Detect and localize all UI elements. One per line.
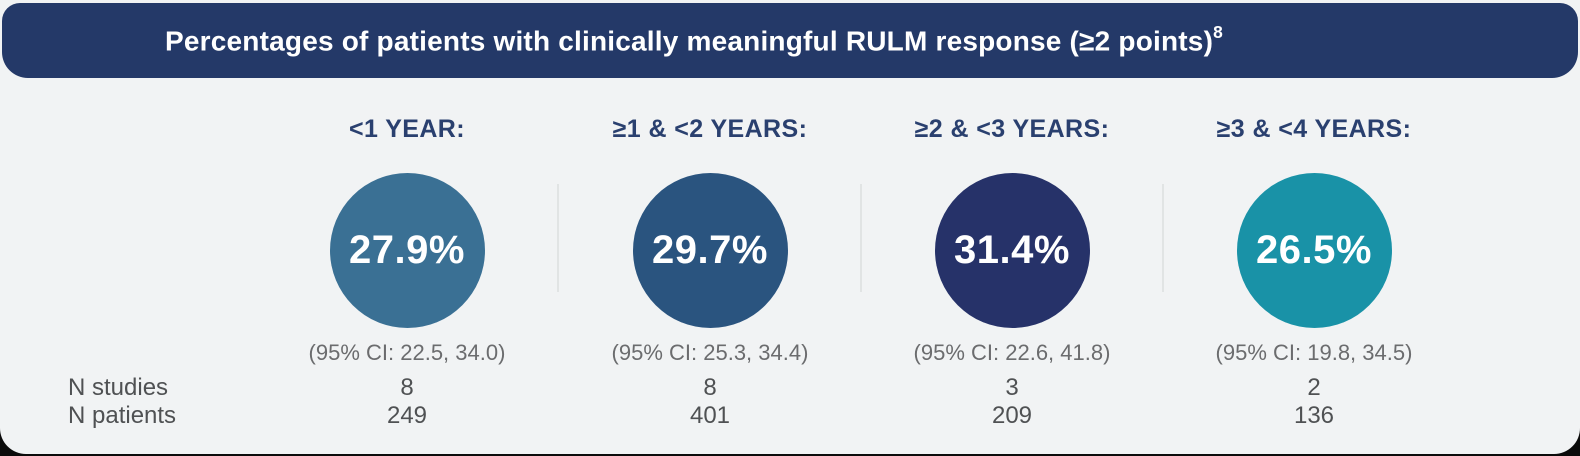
percentage-value: 29.7%	[652, 228, 768, 272]
column-3-to-4-years: ≥3 & <4 YEARS: 26.5% (95% CI: 19.8, 34.5…	[1159, 104, 1469, 366]
n-patients-value: 249	[386, 402, 428, 429]
n-studies-value: 3	[1005, 374, 1019, 401]
percentage-value: 27.9%	[349, 228, 465, 272]
n-studies-value: 2	[1307, 374, 1321, 401]
n-patients-value: 136	[1293, 402, 1335, 429]
percentage-value: 31.4%	[954, 228, 1070, 272]
column-divider	[1162, 184, 1164, 292]
column-header: <1 YEAR:	[349, 115, 465, 143]
n-patients-value: 401	[689, 402, 731, 429]
confidence-interval: (95% CI: 22.5, 34.0)	[308, 340, 506, 365]
percentage-circle: 29.7%	[632, 173, 788, 328]
percentage-circle: 31.4%	[934, 173, 1090, 328]
page-title-text: Percentages of patients with clinically …	[165, 25, 1214, 57]
percentage-circle: 27.9%	[329, 173, 485, 328]
n-studies-value: 8	[703, 374, 717, 401]
confidence-interval: (95% CI: 22.6, 41.8)	[913, 340, 1111, 365]
percentage-value: 26.5%	[1256, 228, 1372, 272]
n-studies-row-label: N studies	[68, 374, 169, 401]
n-patients-value: 209	[991, 402, 1033, 429]
n-patients-row-label: N patients	[68, 402, 177, 429]
column-divider	[860, 184, 862, 292]
confidence-interval: (95% CI: 25.3, 34.4)	[611, 340, 809, 365]
column-1-to-2-years: ≥1 & <2 YEARS: 29.7% (95% CI: 25.3, 34.4…	[555, 104, 865, 366]
column-header: ≥2 & <3 YEARS:	[914, 115, 1110, 143]
reference-superscript: 8	[1213, 21, 1223, 42]
column-2-to-3-years: ≥2 & <3 YEARS: 31.4% (95% CI: 22.6, 41.8…	[857, 104, 1167, 366]
column-header: ≥1 & <2 YEARS:	[612, 115, 808, 143]
column-lt-1-year: <1 YEAR: 27.9% (95% CI: 22.5, 34.0)	[252, 104, 562, 366]
page-title: Percentages of patients with clinically …	[165, 21, 1223, 57]
column-divider	[557, 184, 559, 292]
percentage-circle: 26.5%	[1236, 173, 1392, 328]
confidence-interval: (95% CI: 19.8, 34.5)	[1215, 340, 1413, 365]
title-banner: Percentages of patients with clinically …	[2, 3, 1578, 78]
n-studies-value: 8	[400, 374, 414, 401]
column-header: ≥3 & <4 YEARS:	[1216, 115, 1412, 143]
